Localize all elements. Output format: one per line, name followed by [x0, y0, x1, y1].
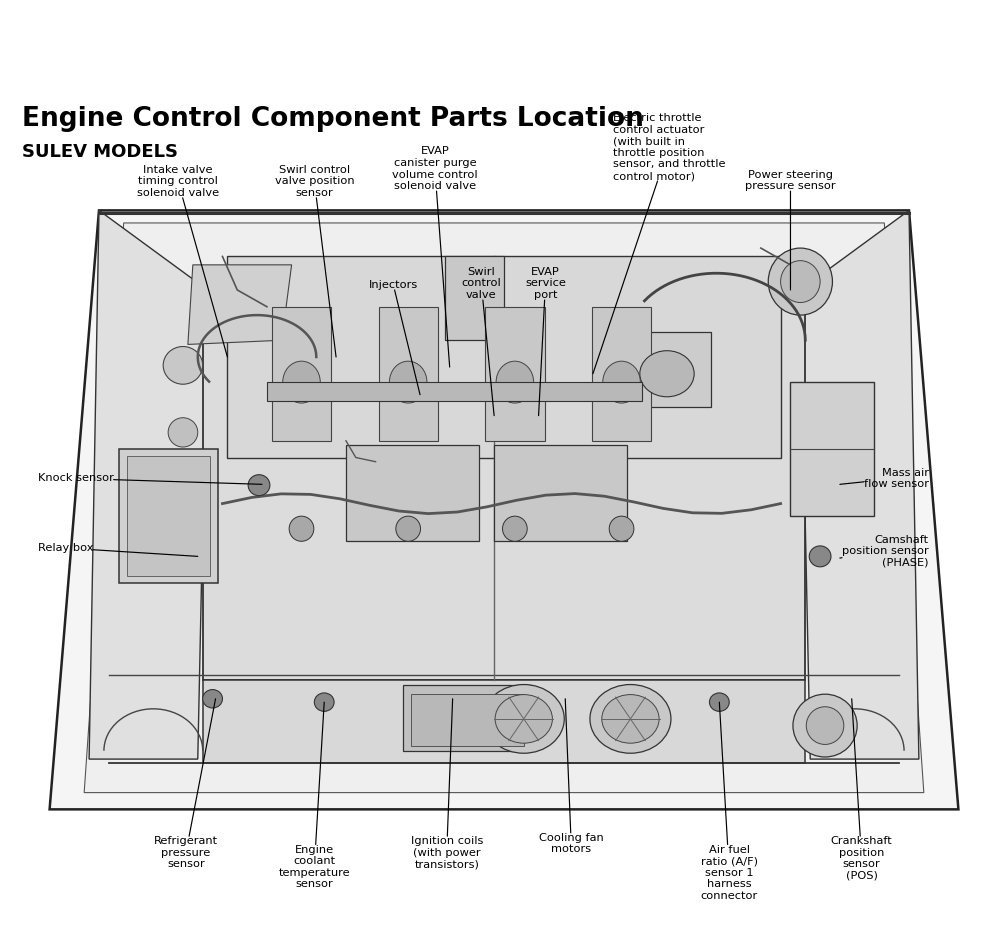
Bar [127, 456, 210, 577]
Ellipse shape [314, 693, 334, 711]
Bar [267, 382, 642, 401]
Polygon shape [49, 211, 959, 810]
Bar [445, 256, 504, 340]
Polygon shape [84, 223, 923, 793]
Ellipse shape [806, 707, 844, 744]
Ellipse shape [282, 361, 321, 403]
Ellipse shape [168, 417, 198, 447]
Text: Engine Control Component Parts Location: Engine Control Component Parts Location [22, 106, 644, 132]
Ellipse shape [203, 690, 223, 708]
Ellipse shape [503, 516, 527, 541]
Text: Crankshaft
position
sensor
(POS): Crankshaft position sensor (POS) [831, 699, 892, 881]
Text: Mass air
flow sensor: Mass air flow sensor [840, 468, 928, 490]
Text: EVAP
canister purge
volume control
solenoid valve: EVAP canister purge volume control solen… [392, 146, 478, 367]
Bar [346, 445, 479, 541]
Polygon shape [800, 211, 919, 759]
Text: Refrigerant
pressure
sensor: Refrigerant pressure sensor [154, 699, 218, 870]
Text: Injectors: Injectors [369, 280, 420, 395]
Ellipse shape [289, 516, 313, 541]
Text: Electric throttle
control actuator
(with built in
throttle position
sensor, and : Electric throttle control actuator (with… [593, 113, 725, 373]
Ellipse shape [396, 516, 420, 541]
Ellipse shape [483, 684, 564, 753]
Text: Intake valve
timing control
solenoid valve: Intake valve timing control solenoid val… [137, 165, 228, 357]
Text: EVAP
service
port: EVAP service port [525, 267, 565, 416]
Ellipse shape [793, 695, 857, 757]
Bar [494, 445, 627, 541]
Text: Relay box: Relay box [37, 543, 198, 556]
Ellipse shape [590, 684, 671, 753]
Ellipse shape [710, 693, 729, 711]
Ellipse shape [809, 546, 831, 567]
Ellipse shape [163, 346, 203, 384]
Ellipse shape [496, 361, 533, 403]
Text: Power steering
pressure sensor: Power steering pressure sensor [745, 169, 836, 290]
Ellipse shape [602, 695, 659, 743]
Ellipse shape [609, 516, 634, 541]
Bar [272, 307, 331, 441]
Text: Air fuel
ratio (A/F)
sensor 1
harness
connector: Air fuel ratio (A/F) sensor 1 harness co… [701, 702, 758, 901]
Text: Ignition coils
(with power
transistors): Ignition coils (with power transistors) [410, 699, 483, 870]
Bar [119, 449, 218, 583]
Ellipse shape [495, 695, 552, 743]
Text: Swirl
control
valve: Swirl control valve [462, 267, 501, 416]
Ellipse shape [603, 361, 640, 403]
Text: Swirl control
valve position
sensor: Swirl control valve position sensor [274, 165, 354, 357]
Bar [203, 269, 805, 680]
Bar [403, 685, 531, 751]
Ellipse shape [248, 475, 270, 496]
Text: Knock sensor: Knock sensor [37, 474, 262, 484]
Polygon shape [187, 265, 291, 344]
Bar [790, 382, 875, 516]
Text: Engine
coolant
temperature
sensor: Engine coolant temperature sensor [278, 702, 350, 889]
Ellipse shape [780, 260, 821, 302]
Polygon shape [89, 211, 208, 759]
Text: Cooling fan
motors: Cooling fan motors [539, 699, 604, 855]
Bar [379, 307, 437, 441]
Bar [203, 680, 805, 763]
Ellipse shape [640, 351, 695, 397]
Bar [411, 694, 524, 746]
Ellipse shape [768, 248, 833, 315]
Bar [623, 332, 712, 407]
Ellipse shape [389, 361, 427, 403]
Bar [485, 307, 544, 441]
Text: Camshaft
position sensor
(PHASE): Camshaft position sensor (PHASE) [840, 534, 928, 568]
Text: SULEV MODELS: SULEV MODELS [22, 143, 178, 161]
Bar [592, 307, 651, 441]
Bar [228, 256, 780, 458]
